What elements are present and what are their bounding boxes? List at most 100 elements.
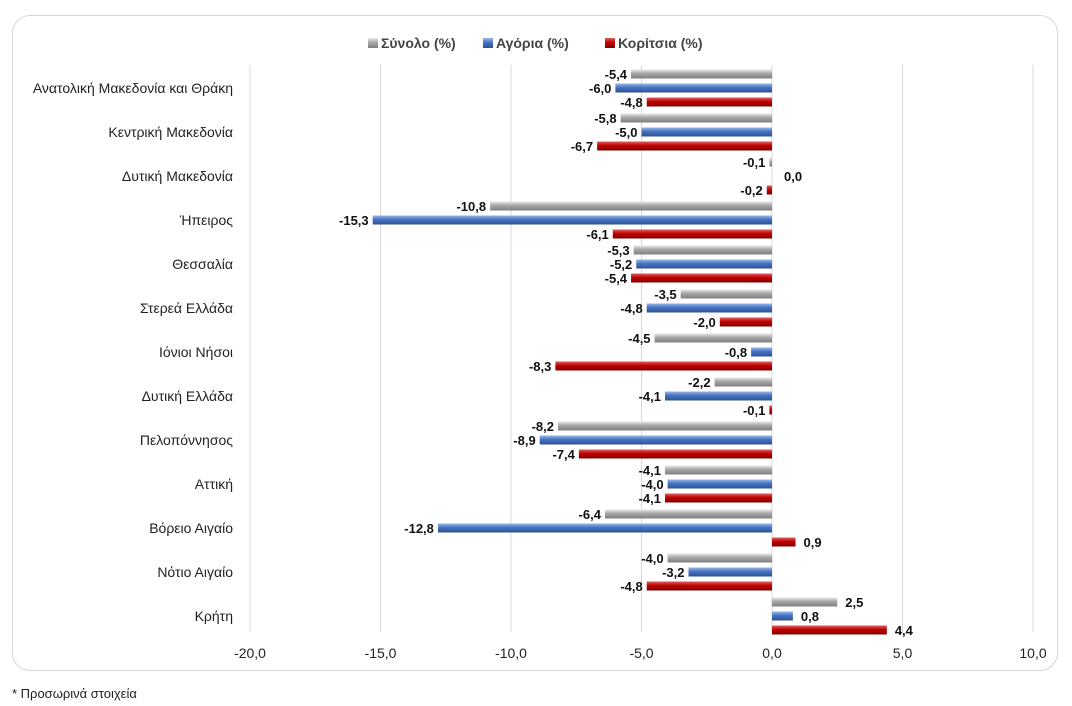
bar-boys — [751, 347, 772, 357]
bar-total — [664, 465, 772, 475]
data-label-girls: -5,4 — [605, 271, 628, 286]
data-label-boys: -6,0 — [589, 81, 611, 96]
bar-boys — [636, 259, 772, 269]
data-label-girls: 0,9 — [803, 535, 821, 550]
data-label-girls: -4,1 — [639, 491, 661, 506]
legend-swatch-total — [368, 38, 378, 48]
chart-frame — [12, 15, 1058, 671]
data-label-total: -0,1 — [743, 155, 765, 170]
bars — [372, 69, 887, 635]
bar-total — [604, 509, 772, 519]
data-label-boys: -4,8 — [620, 301, 642, 316]
bar-girls — [578, 449, 772, 459]
x-tick-label: -5,0 — [629, 645, 653, 661]
bar-total — [631, 69, 772, 79]
bar-boys — [641, 127, 772, 137]
category-label: Αττική — [195, 476, 233, 492]
category-label: Κρήτη — [195, 608, 233, 624]
bar-girls — [766, 185, 772, 195]
x-tick-label: 5,0 — [893, 645, 913, 661]
bar-total — [769, 157, 772, 167]
bar-boys — [646, 303, 772, 313]
category-label: Δυτική Ελλάδα — [142, 388, 233, 404]
bar-girls — [555, 361, 772, 371]
category-label: Ήπειρος — [179, 212, 233, 228]
x-tick-label: 0,0 — [762, 645, 782, 661]
data-label-total: -8,2 — [532, 419, 554, 434]
bar-total — [490, 201, 772, 211]
category-label: Θεσσαλία — [172, 256, 233, 272]
data-label-total: -5,8 — [594, 111, 616, 126]
data-label-boys: -8,9 — [513, 433, 535, 448]
bar-total — [654, 333, 772, 343]
data-label-total: -5,4 — [605, 67, 628, 82]
data-label-girls: -7,4 — [552, 447, 575, 462]
data-label-boys: -5,2 — [610, 257, 632, 272]
data-label-girls: -6,1 — [586, 227, 608, 242]
data-label-boys: -3,2 — [662, 565, 684, 580]
x-axis-tick-labels: -20,0 -15,0 -10,0 -5,0 0,0 5,0 10,0 — [234, 645, 1047, 661]
bar-girls — [664, 493, 772, 503]
legend-label-girls: Κορίτσια (%) — [618, 35, 703, 51]
bar-girls — [597, 141, 772, 151]
bar-girls — [772, 537, 796, 547]
data-label-total: -4,1 — [639, 463, 661, 478]
data-label-girls: -2,0 — [693, 315, 715, 330]
category-label: Βόρειο Αιγαίο — [149, 520, 233, 536]
data-label-boys: -15,3 — [339, 213, 369, 228]
x-tick-label: -20,0 — [234, 645, 266, 661]
bar-boys — [664, 391, 772, 401]
data-label-total: -4,0 — [641, 551, 663, 566]
bar-boys — [539, 435, 772, 445]
category-label: Δυτική Μακεδονία — [122, 168, 233, 184]
legend-swatch-boys — [483, 38, 493, 48]
x-tick-label: -15,0 — [365, 645, 397, 661]
data-label-girls: -8,3 — [529, 359, 551, 374]
data-label-boys: 0,0 — [784, 169, 802, 184]
data-label-boys: -4,1 — [639, 389, 661, 404]
bar-total — [714, 377, 772, 387]
data-label-total: 2,5 — [845, 595, 863, 610]
bar-boys — [667, 479, 772, 489]
category-label: Πελοπόννησος — [140, 432, 233, 448]
data-label-girls: 4,4 — [895, 623, 914, 638]
data-label-boys: -5,0 — [615, 125, 637, 140]
category-label: Ιόνιοι Νήσοι — [159, 344, 233, 360]
data-label-girls: -4,8 — [620, 579, 642, 594]
legend-swatch-girls — [605, 38, 615, 48]
category-label: Νότιο Αιγαίο — [157, 564, 233, 580]
category-label: Κεντρική Μακεδονία — [108, 124, 233, 140]
bar-girls — [772, 625, 887, 635]
bar-girls — [646, 581, 772, 591]
bar-total — [633, 245, 772, 255]
bar-boys — [615, 83, 772, 93]
x-tick-label: 10,0 — [1019, 645, 1046, 661]
bar-total — [557, 421, 772, 431]
category-label: Ανατολική Μακεδονία και Θράκη — [33, 80, 233, 96]
legend-label-boys: Αγόρια (%) — [496, 35, 569, 51]
bar-girls — [631, 273, 772, 283]
data-label-total: -6,4 — [579, 507, 602, 522]
data-label-total: -10,8 — [456, 199, 486, 214]
data-label-boys: 0,8 — [801, 609, 819, 624]
category-label: Στερεά Ελλάδα — [140, 300, 233, 316]
legend: Σύνολο (%) Αγόρια (%) Κορίτσια (%) — [368, 35, 703, 51]
bar-total — [620, 113, 772, 123]
bar-boys — [372, 215, 772, 225]
data-label-total: -4,5 — [628, 331, 650, 346]
data-label-total: -5,3 — [607, 243, 629, 258]
x-tick-label: -10,0 — [495, 645, 527, 661]
category-labels: Ανατολική Μακεδονία και Θράκη Κεντρική Μα… — [33, 80, 233, 624]
bar-boys — [437, 523, 772, 533]
bar-girls — [612, 229, 772, 239]
bar-girls — [719, 317, 772, 327]
bar-chart: Σύνολο (%) Αγόρια (%) Κορίτσια (%) Ανατολι… — [33, 35, 1047, 661]
data-label-boys: -12,8 — [404, 521, 434, 536]
bar-girls — [646, 97, 772, 107]
bar-total — [667, 553, 772, 563]
bar-total — [772, 597, 838, 607]
bar-total — [680, 289, 772, 299]
data-label-girls: -4,8 — [620, 95, 642, 110]
bar-girls — [769, 405, 772, 415]
bar-boys — [688, 567, 772, 577]
